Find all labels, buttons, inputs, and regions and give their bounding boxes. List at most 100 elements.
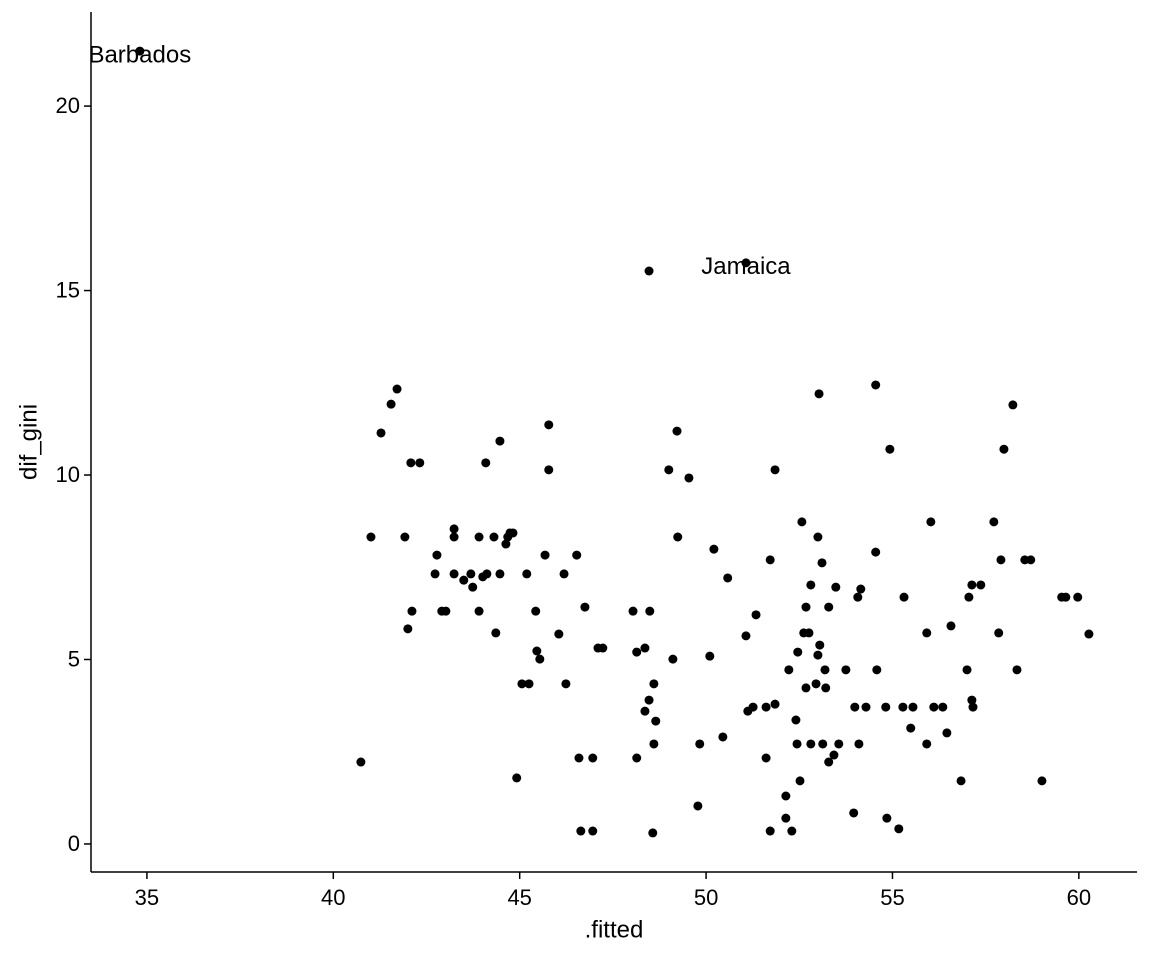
point (781, 813, 791, 823)
point (645, 606, 655, 616)
point (403, 624, 413, 634)
point (495, 436, 505, 446)
point (532, 646, 542, 656)
point (718, 732, 728, 742)
point (482, 569, 492, 579)
point (804, 628, 814, 638)
point (967, 695, 977, 705)
point (967, 580, 977, 590)
point (672, 426, 682, 436)
point (535, 654, 545, 664)
point (1012, 665, 1022, 675)
y-tick-label: 20 (56, 93, 80, 118)
point (815, 640, 825, 650)
point (882, 813, 892, 823)
point (481, 458, 491, 468)
point (806, 739, 816, 749)
point (588, 753, 598, 763)
y-tick-label: 10 (56, 462, 80, 487)
point (748, 702, 758, 712)
point (885, 444, 895, 454)
x-axis-title: .fitted (585, 916, 644, 943)
point (784, 665, 794, 675)
point (791, 715, 801, 725)
x-tick-label: 55 (880, 885, 904, 910)
point (561, 679, 571, 689)
point (705, 651, 715, 661)
point (495, 569, 505, 579)
point (956, 776, 966, 786)
point (793, 647, 803, 657)
point (765, 555, 775, 565)
point (640, 643, 650, 653)
y-tick-label: 5 (68, 646, 80, 671)
point (850, 702, 860, 712)
point (392, 384, 402, 394)
point (881, 702, 891, 712)
point (818, 739, 828, 749)
point (544, 465, 554, 475)
point (989, 517, 999, 527)
point (871, 547, 881, 557)
point (787, 826, 797, 836)
point (1008, 400, 1018, 410)
point (709, 544, 719, 554)
point (824, 757, 834, 767)
point (554, 629, 564, 639)
point (968, 702, 978, 712)
point (770, 465, 780, 475)
point (501, 539, 511, 549)
point (841, 665, 851, 675)
x-tick-label: 50 (694, 885, 718, 910)
point (994, 628, 1004, 638)
point (854, 739, 864, 749)
point (853, 592, 863, 602)
point (449, 524, 459, 534)
point (474, 532, 484, 542)
point (540, 550, 550, 560)
point (684, 473, 694, 483)
point (856, 584, 866, 594)
x-tick-label: 45 (507, 885, 531, 910)
point (820, 665, 830, 675)
point (849, 808, 859, 818)
point (491, 628, 501, 638)
point (576, 826, 586, 836)
x-tick-label: 60 (1067, 885, 1091, 910)
point (723, 573, 733, 583)
point (814, 389, 824, 399)
point (632, 753, 642, 763)
point (695, 739, 705, 749)
x-tick-label: 35 (135, 885, 159, 910)
point (673, 532, 683, 542)
point (872, 665, 882, 675)
point (797, 517, 807, 527)
point (135, 46, 145, 56)
point (1084, 629, 1094, 639)
point (407, 606, 417, 616)
point (1037, 776, 1047, 786)
point (922, 628, 932, 638)
point (801, 602, 811, 612)
point (770, 699, 780, 709)
point (964, 592, 974, 602)
point (871, 380, 881, 390)
point (474, 606, 484, 616)
point (996, 555, 1006, 565)
point (649, 739, 659, 749)
point (356, 757, 366, 767)
point (559, 569, 569, 579)
point (400, 532, 410, 542)
point (922, 739, 932, 749)
point (811, 679, 821, 689)
point (668, 654, 678, 664)
point (1061, 592, 1071, 602)
point (693, 801, 703, 811)
x-tick-label: 40 (321, 885, 345, 910)
point (938, 702, 948, 712)
point (751, 610, 761, 620)
point (813, 532, 823, 542)
point (459, 575, 469, 585)
point (648, 828, 658, 838)
point (640, 706, 650, 716)
